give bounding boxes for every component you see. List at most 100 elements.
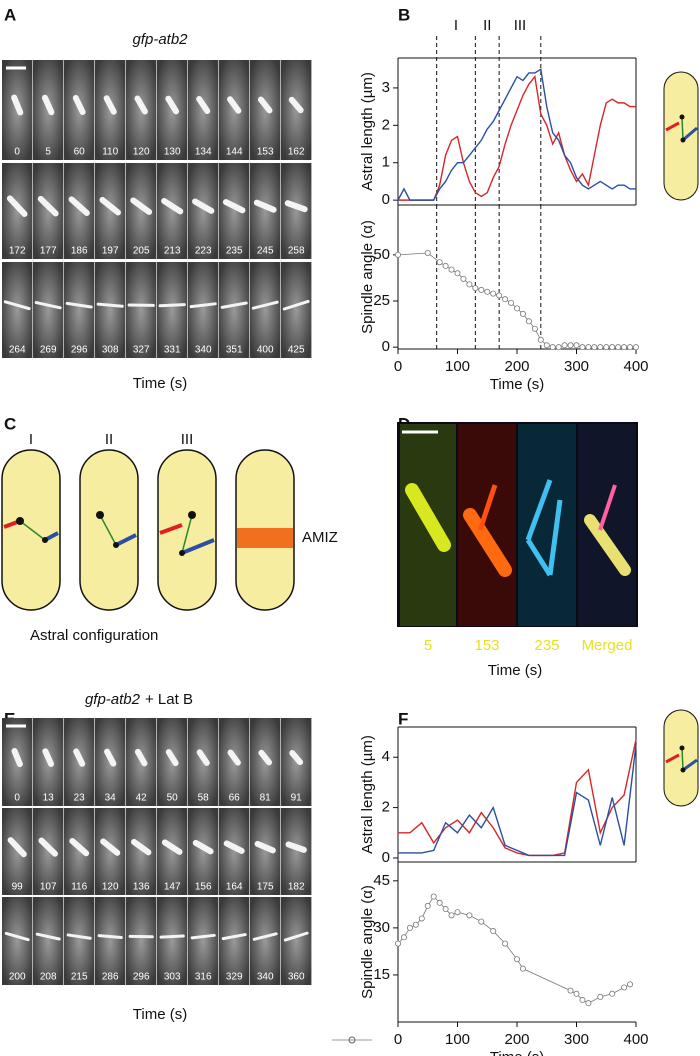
x-tick-label: 400 [623,358,648,375]
time-label: 153 [257,147,274,158]
data-point [424,902,431,909]
data-point [478,286,485,293]
time-label: 136 [133,882,150,893]
time-label: 107 [40,882,57,893]
micrograph [157,262,188,358]
data-line [398,744,637,857]
time-label: 351 [226,345,243,356]
data-point [448,266,455,273]
spindle-signal [134,748,148,767]
spindle-signal [96,302,124,308]
data-point [567,987,574,994]
spindle-signal [165,95,180,115]
micrograph [95,262,126,358]
data-point [460,275,467,282]
spindle-signal [73,748,86,767]
fluorescence-image [458,424,516,626]
cell-diagram [235,449,295,611]
y-label: Spindle angle (α) [359,220,376,334]
time-label: 360 [288,972,305,983]
spindle-signal [253,199,277,213]
data-point [597,344,604,351]
x-tick-label: 100 [445,1031,470,1048]
data-point [519,965,526,972]
time-label: 23 [74,793,86,804]
spindle-signal [227,749,241,766]
y-tick-label: 4 [382,748,390,765]
data-point [579,997,586,1004]
spindle-signal [35,932,61,941]
data-point [627,981,634,988]
time-label: 197 [102,246,119,257]
config-label: I [29,431,33,448]
spindle-signal [289,750,304,766]
y-label: Spindle angle (α) [359,885,376,999]
time-label: 177 [40,246,57,257]
data-point [436,899,443,906]
spindle-signal [41,94,55,116]
time-label: 5 [45,147,51,158]
spindle-signal [196,749,210,766]
data-point [406,924,413,931]
time-label: 172 [9,246,26,257]
x-label: Time (s) [488,662,542,679]
spindle-signal [72,95,86,115]
time-label: 245 [257,246,274,257]
y-label: Astral length (µm) [359,72,376,191]
time-label: 327 [133,345,150,356]
micrograph [95,163,126,259]
time-label: 303 [164,972,181,983]
spindle-signal [196,95,211,115]
data-point [573,342,580,349]
data-point [466,912,473,919]
y-label: Astral length (µm) [359,735,376,854]
data-point [394,251,401,258]
micrograph [33,808,64,895]
time-label: 316 [195,972,212,983]
spindle-signal [42,748,55,767]
micrograph [64,163,95,259]
data-point [478,918,485,925]
micrograph [281,60,312,160]
phase-label: III [514,17,527,34]
time-label: 269 [40,345,57,356]
data-point [525,318,532,325]
static-layer: A B C D E F gfp-atb2 Time (s) gfp-atb2 +… [1,5,699,1044]
spindle-signal [252,932,278,941]
spindle-signal [192,839,214,855]
spindle-signal [222,199,246,214]
micrograph [188,897,219,985]
caption: Astral configuration [30,627,158,644]
time-label: 264 [9,345,26,356]
spindle-signal [285,841,307,853]
micrograph [219,897,250,985]
time-label: 175 [257,882,274,893]
x-tick-label: 0 [394,358,402,375]
micrograph [250,262,281,358]
spindle-signal [37,195,59,217]
spindle-signal [99,196,121,216]
time-label: 329 [226,972,243,983]
time-label: 162 [288,147,305,158]
time-label: 340 [195,345,212,356]
micrograph [95,897,126,985]
data-point [591,344,598,351]
data-point [424,249,431,256]
y-tick-label: 2 [382,116,390,133]
micrograph [95,808,126,895]
time-label: 340 [257,972,274,983]
data-point [573,990,580,997]
image-label: Merged [582,637,633,654]
spindle-signal [66,933,92,940]
micrograph [33,163,64,259]
data-point [490,928,497,935]
data-line [397,252,636,348]
data-point [579,344,586,351]
spindle-signal [189,302,217,309]
panel-title: gfp-atb2 [85,691,141,708]
time-label: 258 [288,246,305,257]
time-label: 223 [195,246,212,257]
time-label: 110 [102,147,118,158]
micrograph [126,808,157,895]
spindle-signal [6,195,28,217]
